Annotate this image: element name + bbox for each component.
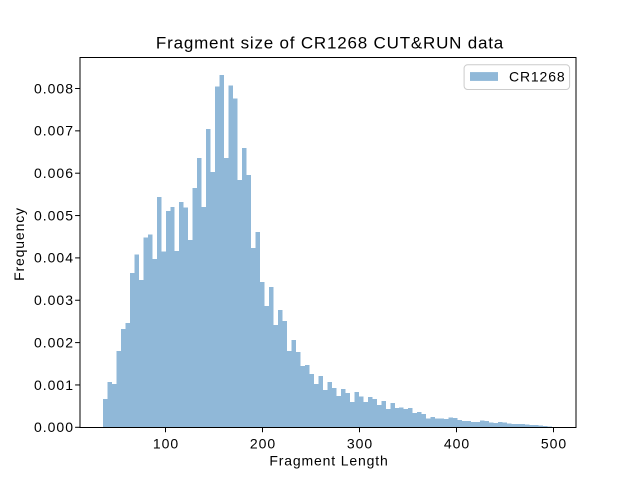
svg-text:0.001: 0.001	[34, 377, 74, 393]
svg-text:Fragment Length: Fragment Length	[269, 453, 388, 469]
svg-text:0.004: 0.004	[34, 250, 74, 266]
svg-text:300: 300	[347, 436, 373, 452]
svg-text:0.007: 0.007	[34, 123, 74, 139]
svg-text:CR1268: CR1268	[509, 69, 565, 85]
svg-text:100: 100	[153, 436, 179, 452]
svg-text:0.008: 0.008	[34, 80, 74, 96]
svg-text:400: 400	[444, 436, 470, 452]
svg-text:Frequency: Frequency	[11, 207, 27, 281]
svg-text:0.003: 0.003	[34, 292, 74, 308]
svg-text:Fragment size of CR1268 CUT&RU: Fragment size of CR1268 CUT&RUN data	[156, 34, 504, 53]
svg-text:0.006: 0.006	[34, 165, 74, 181]
svg-text:0.002: 0.002	[34, 334, 74, 350]
svg-text:200: 200	[250, 436, 276, 452]
svg-text:0.005: 0.005	[34, 207, 74, 223]
svg-text:0.000: 0.000	[34, 419, 74, 435]
svg-text:500: 500	[541, 436, 567, 452]
